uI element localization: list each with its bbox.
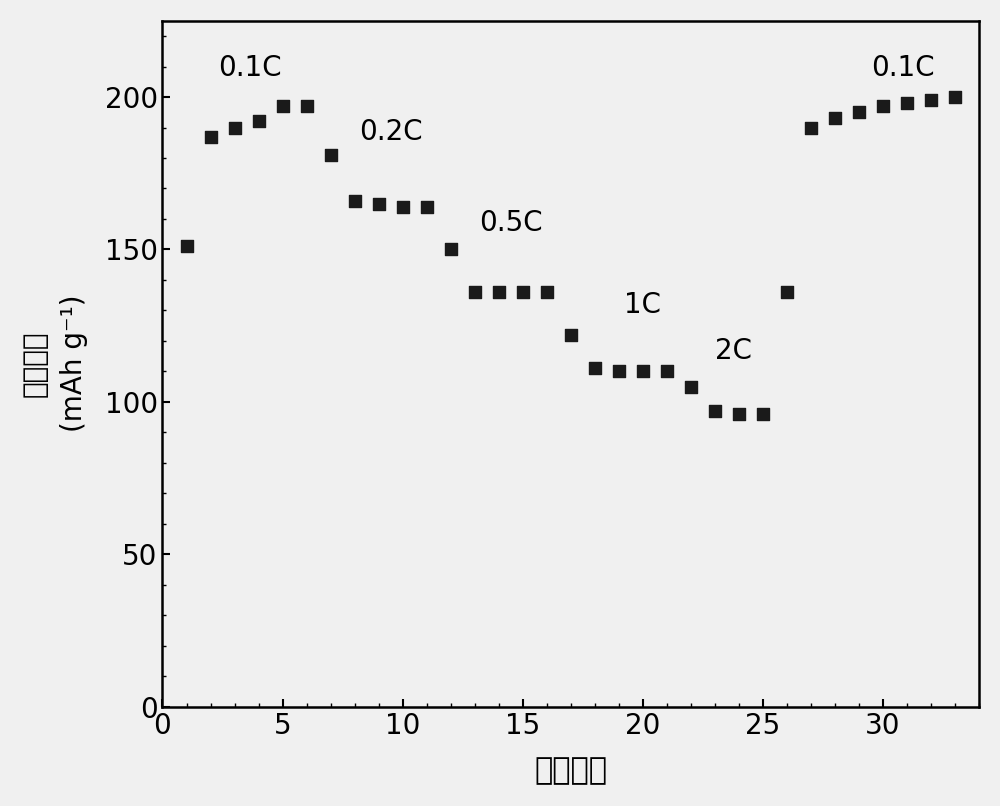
- Point: [779, 285, 795, 298]
- Point: [371, 197, 387, 210]
- Point: [563, 328, 579, 341]
- Point: [491, 285, 507, 298]
- Point: [707, 405, 723, 418]
- Point: [539, 285, 555, 298]
- Text: 0.1C: 0.1C: [218, 54, 281, 81]
- Point: [515, 285, 531, 298]
- Text: 0.5C: 0.5C: [480, 209, 543, 237]
- Point: [683, 380, 699, 393]
- Text: 1C: 1C: [624, 292, 661, 319]
- Point: [755, 408, 771, 421]
- X-axis label: 循环周数: 循环周数: [534, 756, 607, 785]
- Point: [227, 121, 243, 134]
- Point: [467, 285, 483, 298]
- Point: [899, 97, 915, 110]
- Point: [851, 106, 867, 118]
- Point: [395, 201, 411, 214]
- Point: [323, 148, 339, 161]
- Point: [179, 240, 195, 253]
- Point: [803, 121, 819, 134]
- Text: 0.2C: 0.2C: [359, 118, 423, 146]
- Point: [611, 365, 627, 378]
- Point: [827, 112, 843, 125]
- Text: 2C: 2C: [715, 337, 752, 365]
- Point: [731, 408, 747, 421]
- Point: [347, 194, 363, 207]
- Point: [203, 131, 219, 143]
- Point: [947, 90, 963, 103]
- Point: [443, 243, 459, 256]
- Point: [275, 100, 291, 113]
- Point: [251, 115, 267, 128]
- Point: [587, 362, 603, 375]
- Y-axis label: 放电容量
(mAh g⁻¹): 放电容量 (mAh g⁻¹): [21, 295, 88, 433]
- Text: 0.1C: 0.1C: [871, 54, 935, 81]
- Point: [659, 365, 675, 378]
- Point: [923, 93, 939, 106]
- Point: [635, 365, 651, 378]
- Point: [299, 100, 315, 113]
- Point: [875, 100, 891, 113]
- Point: [419, 201, 435, 214]
